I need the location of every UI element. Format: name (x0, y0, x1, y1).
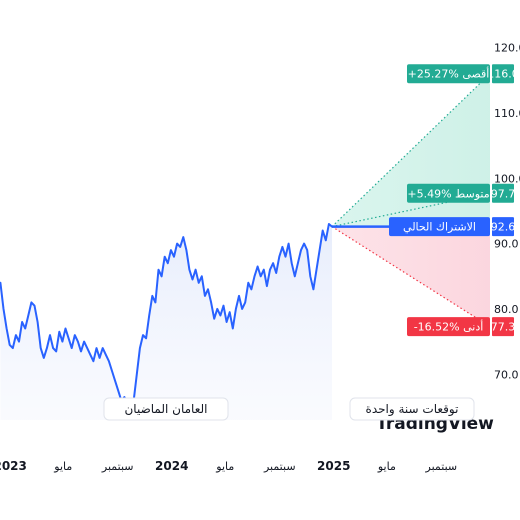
forecast-max-value-tag (492, 64, 514, 84)
forecast-max-value: 116.0 (487, 68, 519, 81)
forecast-period-label-box (349, 397, 475, 421)
forecast-max-label: +25.27% أقصى (408, 67, 490, 81)
current-price-label: الاشتراك الحالي (403, 221, 476, 234)
x-tick-label: مايو (53, 460, 72, 473)
x-tick-label: 2025 (317, 459, 350, 473)
forecast-avg-line (331, 192, 491, 228)
x-tick-label: سبتمبر (425, 460, 458, 473)
x-tick-label: 2024 (155, 459, 188, 473)
forecast-avg-value-tag (492, 183, 514, 203)
forecast-min-value: 77.3 (491, 321, 516, 334)
y-tick-label: 70.0 (494, 368, 519, 381)
current-price-value-tag (492, 217, 514, 237)
history-area (0, 224, 333, 420)
x-tick-label: سبتمبر (263, 460, 296, 473)
y-tick-label: 80.0 (494, 303, 519, 316)
forecast-min-label: -16.52% أدنى (414, 320, 484, 334)
forecast-period-label: توقعات سنة واحدة (366, 402, 459, 417)
x-tick-label: 2023 (0, 459, 27, 473)
past-period-label-box (103, 397, 229, 421)
y-tick-label: 100.0 (494, 172, 520, 185)
forecast-max-line (331, 73, 491, 228)
forecast-min-line (331, 226, 491, 328)
forecast-avg-value: 97.7 (491, 187, 516, 200)
y-tick-label: 90.0 (494, 238, 519, 251)
y-tick-label: 110.0 (494, 107, 520, 120)
forecast-avg-label-tag (407, 183, 490, 203)
x-tick-label: سبتمبر (101, 460, 134, 473)
forecast-min-label-tag (407, 317, 490, 337)
forecast-min-value-tag (492, 317, 514, 337)
current-price-label-tag (389, 217, 490, 237)
past-period-label: العامان الماضيان (124, 402, 207, 416)
forecast-max-label-tag (407, 64, 490, 84)
x-tick-label: مايو (377, 460, 396, 473)
forecast-avg-label: +5.49% متوسط (407, 187, 489, 200)
current-price-value: 92.6 (491, 221, 516, 234)
x-tick-label: مايو (215, 460, 234, 473)
price-line (0, 223, 333, 412)
y-tick-label: 120.0 (494, 42, 520, 55)
